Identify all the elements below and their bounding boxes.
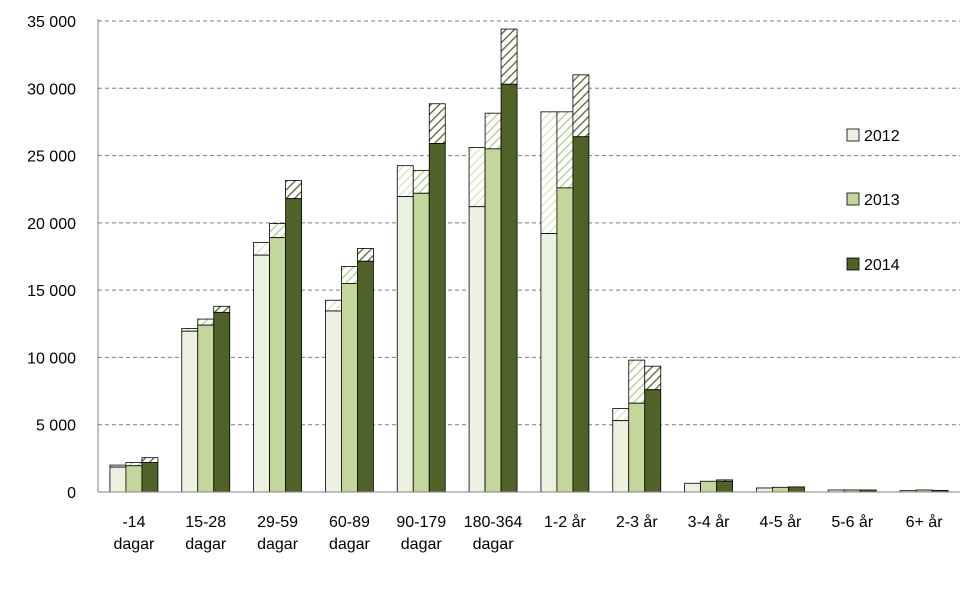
- bar-2012: [540, 233, 558, 493]
- bar-hatched-2014: [357, 248, 374, 262]
- bar-2014: [141, 461, 159, 493]
- bar-2014: [285, 198, 302, 493]
- x-tick-label: dagar: [473, 536, 515, 553]
- bar-hatched-2012: [468, 147, 486, 208]
- legend-swatch-2012: [846, 128, 860, 142]
- bar-2013: [556, 187, 574, 493]
- y-tick-label: 20 000: [27, 216, 76, 233]
- bar-2013: [341, 283, 358, 493]
- bar-2014: [788, 486, 805, 493]
- bar-hatched-2014: [428, 103, 446, 144]
- y-tick-label: 25 000: [27, 149, 76, 166]
- bar-2012: [468, 206, 486, 493]
- gridlines: [98, 20, 960, 426]
- x-tick-label: 6+ år: [906, 513, 944, 531]
- bar-2014: [716, 480, 733, 493]
- bar-2012: [396, 196, 414, 493]
- legend-label-2012: 2012: [864, 128, 900, 145]
- legend-swatch-2014: [846, 257, 860, 271]
- bar-hatched-2014: [644, 365, 662, 391]
- legend-label-2013: 2013: [864, 192, 900, 209]
- x-tick-label: 180-364: [464, 514, 523, 531]
- legend-label-2014: 2014: [864, 257, 900, 274]
- y-tick-label: 10 000: [27, 350, 76, 367]
- bar-hatched-2012: [253, 241, 270, 256]
- legend: 2012 2013 2014: [846, 128, 900, 274]
- x-tick-label: 90-179: [396, 514, 446, 531]
- bar-2014: [500, 83, 518, 493]
- x-tick-label: -14: [122, 514, 145, 531]
- bar-hatched-2013: [269, 223, 286, 239]
- x-tick-label: 4-5 år: [760, 513, 802, 531]
- bar-2014: [572, 136, 590, 493]
- x-tick-label: 5-6 år: [831, 513, 873, 531]
- bar-2012: [253, 254, 270, 493]
- bar-hatched-2012: [396, 165, 414, 198]
- legend-swatch-2013: [846, 192, 860, 206]
- bar-2013: [269, 237, 286, 493]
- x-tick-label: 3-4 år: [688, 513, 730, 531]
- bar-2012: [181, 330, 199, 493]
- bar-hatched-2013: [412, 169, 430, 194]
- x-tick-label: dagar: [185, 536, 227, 553]
- y-tick-label: 5 000: [36, 418, 76, 435]
- bar-hatched-2013: [197, 318, 215, 326]
- bar-hatched-2012: [612, 408, 630, 422]
- x-tick-label: dagar: [401, 536, 443, 553]
- bar-hatched-2014: [500, 28, 518, 85]
- bar-2014: [428, 143, 446, 493]
- bar-2013: [772, 486, 789, 493]
- x-tick-label: dagar: [329, 536, 371, 553]
- bar-2013: [125, 465, 143, 493]
- y-tick-label: 35 000: [27, 14, 76, 31]
- bar-2014: [213, 311, 231, 493]
- bar-2012: [756, 487, 773, 493]
- x-tick-label: dagar: [257, 536, 299, 553]
- bar-2013: [197, 324, 215, 493]
- bar-2013: [700, 480, 717, 493]
- bar-2013: [412, 192, 430, 493]
- bar-hatched-2013: [125, 461, 143, 467]
- bar-hatched-2012: [540, 111, 558, 235]
- bar-2012: [109, 466, 127, 493]
- y-tick-label: 15 000: [27, 283, 76, 300]
- x-tick-label: 2-3 år: [616, 513, 658, 531]
- bar-hatched-2014: [285, 180, 302, 200]
- bar-2013: [484, 148, 502, 493]
- bar-2012: [684, 482, 701, 493]
- bar-2012: [325, 310, 342, 493]
- bar-hatched-2014: [213, 305, 231, 313]
- y-tick-label: 30 000: [27, 81, 76, 98]
- bar-2012: [612, 420, 630, 493]
- bar-hatched-2013: [628, 359, 646, 404]
- bars: [109, 28, 949, 493]
- bar-hatched-2013: [484, 112, 502, 150]
- bar-hatched-2014: [572, 74, 590, 138]
- x-tick-label: 1-2 år: [544, 513, 586, 531]
- bar-hatched-2012: [325, 299, 342, 312]
- x-tick-label: 60-89: [329, 514, 370, 531]
- x-tick-label: dagar: [113, 536, 155, 553]
- bar-hatched-2014: [141, 457, 159, 463]
- x-tick-label: 29-59: [257, 514, 298, 531]
- x-axis: -14 dagar 15-28 dagar 29-59 dagar 60-89 dagar 90…: [98, 491, 960, 553]
- bar-hatched-2013: [341, 266, 358, 284]
- y-tick-label: 0: [67, 485, 76, 502]
- bar-2014: [357, 260, 374, 493]
- y-axis: 0 5 000 10 000 15 000 20 000 25 000 30 000 35 0…: [27, 14, 99, 502]
- bar-2014: [644, 389, 662, 493]
- bar-2013: [628, 402, 646, 493]
- x-tick-label: 15-28: [185, 514, 226, 531]
- bar-hatched-2013: [556, 111, 574, 189]
- bar-hatched-2012: [181, 328, 199, 332]
